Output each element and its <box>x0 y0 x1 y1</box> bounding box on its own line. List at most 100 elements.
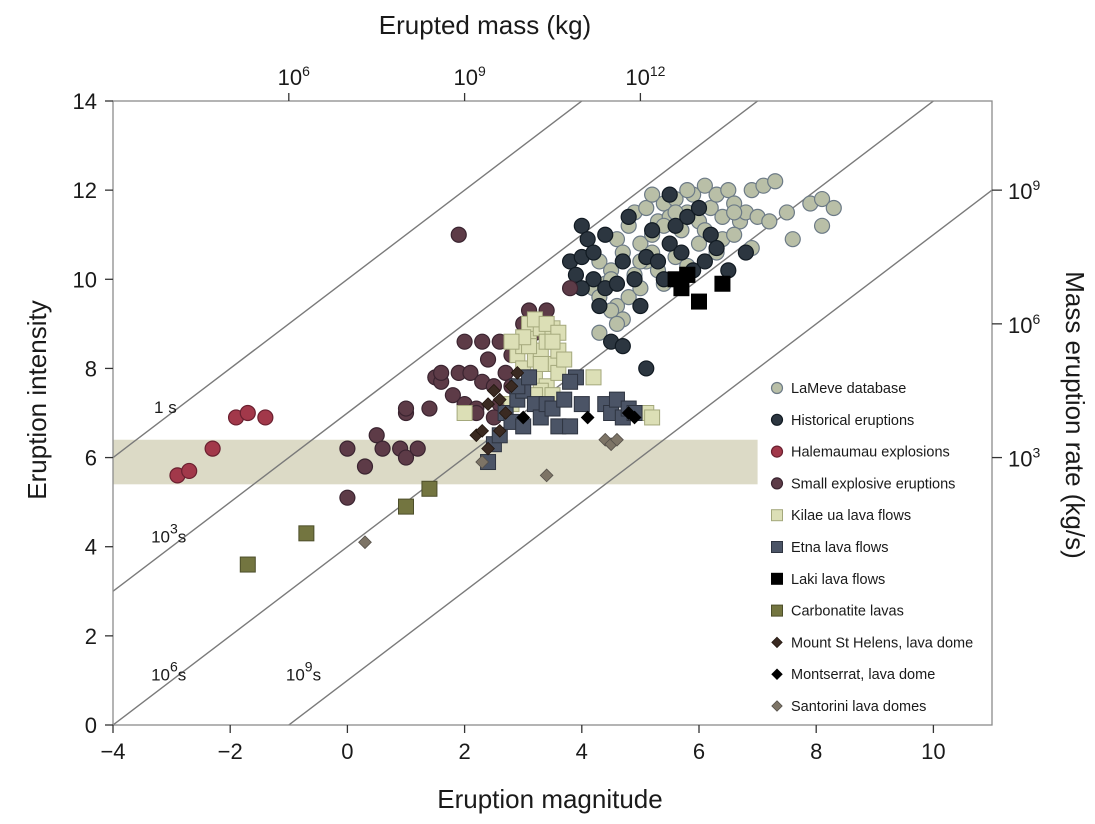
x-axis-title: Eruption magnitude <box>437 784 662 814</box>
data-point <box>591 297 608 315</box>
data-point <box>627 410 642 425</box>
data-point <box>644 409 661 426</box>
iso-duration-line <box>113 101 583 459</box>
data-point <box>696 177 713 194</box>
data-point <box>521 369 538 386</box>
iso-duration-line <box>287 189 992 725</box>
data-point <box>610 432 624 447</box>
data-point <box>239 556 256 573</box>
data-point <box>421 480 438 497</box>
legend-label: Kilae ua lava flows <box>791 508 911 524</box>
legend-label: Carbonatite lavas <box>791 604 904 620</box>
legend-marker <box>770 381 784 395</box>
y-axis-title: Eruption intensity <box>22 300 52 499</box>
data-point <box>585 369 602 386</box>
data-point <box>696 253 713 270</box>
top-tick-label: 106 <box>278 63 310 90</box>
data-point <box>479 351 497 368</box>
data-point <box>825 199 842 217</box>
data-point <box>397 400 415 417</box>
data-point <box>498 406 513 420</box>
data-point <box>298 525 315 542</box>
data-point <box>638 360 655 377</box>
x2-axis-title: Erupted mass (kg) <box>379 10 591 40</box>
data-point <box>579 231 596 248</box>
data-point <box>409 440 426 457</box>
data-point <box>462 364 479 381</box>
data-point <box>567 266 585 283</box>
data-point <box>444 387 461 404</box>
data-point <box>257 409 274 426</box>
data-point <box>356 458 374 475</box>
data-point <box>397 449 415 466</box>
y2-axis-title: Mass eruption rate (kg/s) <box>1060 271 1090 559</box>
data-point <box>737 244 754 261</box>
data-point <box>204 440 221 457</box>
data-point <box>673 244 690 261</box>
series-6 <box>667 266 731 310</box>
legend-label: Santorini lava domes <box>791 699 926 715</box>
data-point <box>632 235 649 252</box>
data-point <box>679 182 696 199</box>
iso-line-label: 109s <box>286 658 321 684</box>
data-point <box>714 275 731 292</box>
top-tick-label: 1012 <box>625 63 665 90</box>
data-point <box>813 217 831 234</box>
data-point <box>626 271 643 288</box>
data-point <box>778 204 796 221</box>
legend-label: LaMeve database <box>791 381 906 397</box>
legend-label: Montserrat, lava dome <box>791 667 935 683</box>
data-point <box>561 280 579 297</box>
data-point <box>720 262 737 279</box>
data-point <box>644 186 661 203</box>
data-point <box>608 275 626 292</box>
y-tick-label: 10 <box>73 267 97 292</box>
y-tick-label: 8 <box>85 356 97 381</box>
right-tick-label: 106 <box>1008 311 1040 338</box>
legend-marker <box>771 509 783 522</box>
legend-marker <box>771 541 783 553</box>
legend-marker <box>770 477 784 490</box>
iso-line-label: 1 s <box>154 398 177 417</box>
data-point <box>504 379 519 394</box>
data-point <box>691 293 707 310</box>
data-point <box>562 373 579 390</box>
data-point <box>720 182 737 199</box>
data-point <box>456 333 473 350</box>
legend-label: Historical eruptions <box>791 413 914 429</box>
data-point <box>614 253 631 270</box>
data-point <box>690 235 708 252</box>
data-point <box>510 365 525 380</box>
x-tick-label: 10 <box>921 739 945 764</box>
data-point <box>573 396 590 413</box>
data-point <box>726 226 743 243</box>
y-tick-label: 0 <box>85 713 97 738</box>
data-point <box>562 418 579 435</box>
data-point <box>368 427 385 444</box>
data-point <box>474 333 491 350</box>
data-point <box>475 423 490 438</box>
top-tick-label: 109 <box>453 63 485 90</box>
series-2 <box>169 404 274 484</box>
right-tick-label: 103 <box>1008 445 1040 472</box>
data-point <box>767 173 784 190</box>
data-point <box>673 280 690 297</box>
data-point <box>708 239 725 257</box>
data-point <box>580 410 595 425</box>
iso-line-label: 103s <box>151 520 186 546</box>
data-point <box>544 333 561 350</box>
series-8 <box>469 365 525 456</box>
data-point <box>433 364 450 381</box>
iso-line-label: 106s <box>151 658 186 684</box>
data-point <box>339 440 356 457</box>
data-point <box>813 190 831 208</box>
iso-duration-line <box>113 101 759 593</box>
data-point <box>585 244 602 261</box>
legend-label: Mount St Helens, lava dome <box>791 635 973 651</box>
x-tick-label: 8 <box>810 739 822 764</box>
y-tick-label: 6 <box>85 446 97 471</box>
data-point <box>239 404 256 422</box>
x-tick-label: −4 <box>100 739 125 764</box>
x-tick-label: 2 <box>458 739 470 764</box>
